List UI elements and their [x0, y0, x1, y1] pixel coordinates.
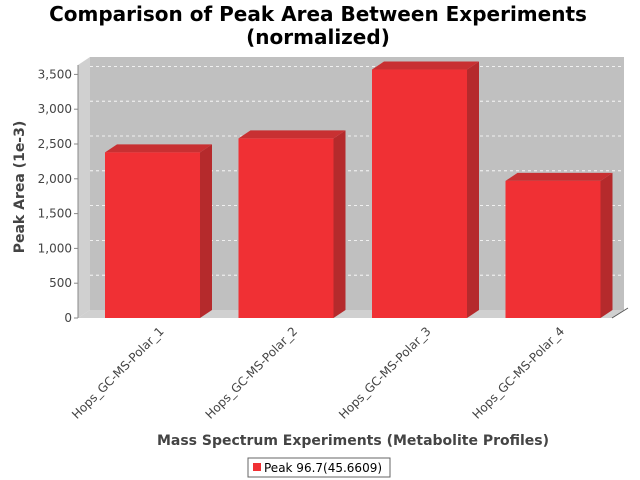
bar-front [105, 152, 200, 318]
bar-side [467, 61, 479, 318]
bar-front [238, 138, 334, 318]
bar-top [105, 144, 212, 153]
y-axis-label: Peak Area (1e-3) [12, 121, 28, 254]
legend-box [247, 457, 391, 478]
legend-label: Peak 96.7(45.6609) [264, 461, 382, 475]
bar-side [600, 172, 613, 318]
y-tick-label: 3,000 [38, 102, 72, 116]
x-axis-label: Mass Spectrum Experiments (Metabolite Pr… [157, 433, 549, 449]
bar [105, 144, 212, 318]
y-tick-label: 2,000 [38, 172, 72, 186]
bar-top [505, 172, 613, 181]
x-axis: Hops_GC-MS-Polar_1 Hops_GC-MS-Polar_2 Hops… [69, 324, 567, 422]
x-tick-label: Hops_GC-MS-Polar_3 [336, 324, 434, 422]
y-tick-label: 500 [49, 276, 72, 290]
y-tick-label: 2,500 [38, 137, 72, 151]
y-tick-label: 1,500 [38, 207, 72, 221]
x-tick-label: Hops_GC-MS-Polar_4 [470, 324, 568, 422]
x-tick-label: Hops_GC-MS-Polar_2 [203, 324, 301, 422]
bar [238, 130, 346, 318]
chart-subtitle: (normalized) [246, 25, 390, 49]
bar-top [372, 61, 479, 70]
bar-front [505, 180, 601, 318]
floor-edge-line [611, 307, 629, 319]
x-tick-label: Hops_GC-MS-Polar_1 [69, 324, 167, 422]
y-tick-label: 0 [64, 311, 72, 325]
bar-front [372, 69, 467, 318]
bar [372, 61, 479, 318]
legend-swatch [253, 463, 261, 471]
bar-side [333, 130, 346, 318]
y-tick-label: 1,000 [38, 241, 72, 255]
plot-left-wall [78, 57, 90, 318]
bar-top [238, 130, 346, 139]
bar-side [200, 144, 212, 318]
y-tick-label: 3,500 [38, 67, 72, 81]
bar [505, 172, 613, 318]
y-axis: 0 500 1,000 1,500 2,000 2,500 3,000 3,500 [38, 65, 79, 325]
legend: Peak 96.7(45.6609) [247, 457, 391, 478]
plot-floor [78, 310, 624, 318]
chart-title: Comparison of Peak Area Between Experime… [49, 2, 587, 26]
bars [105, 61, 613, 318]
